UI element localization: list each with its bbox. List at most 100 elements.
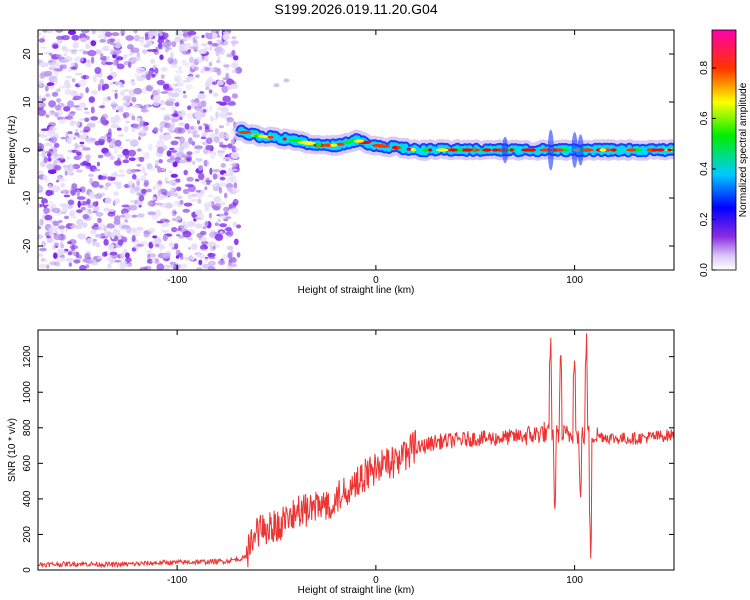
- ridge-hotspot: [492, 148, 499, 152]
- noise-blob: [104, 185, 109, 191]
- noise-blob: [222, 254, 228, 261]
- y-tick-label: 800: [22, 419, 33, 436]
- noise-blob: [59, 177, 65, 181]
- noise-blob: [38, 38, 45, 43]
- noise-blob: [175, 255, 180, 259]
- noise-blob: [65, 115, 74, 120]
- noise-blob: [116, 154, 125, 158]
- noise-blob: [137, 213, 145, 218]
- ridge-hotspot: [237, 130, 252, 134]
- noise-blob: [134, 73, 140, 77]
- noise-blob: [111, 89, 116, 93]
- noise-blob: [124, 219, 129, 223]
- noise-blob: [56, 88, 61, 92]
- noise-blob: [230, 151, 240, 160]
- noise-blob: [66, 156, 70, 160]
- y-tick-label: 10: [22, 96, 33, 108]
- noise-blob: [85, 162, 92, 169]
- noise-blob: [106, 38, 114, 45]
- noise-blob: [117, 134, 124, 137]
- noise-blob: [154, 67, 159, 74]
- noise-blob: [233, 199, 240, 204]
- noise-blob: [227, 143, 233, 149]
- ridge-hotspot: [625, 148, 637, 152]
- noise-blob: [216, 101, 223, 104]
- noise-blob: [200, 100, 207, 108]
- noise-blob: [231, 69, 238, 74]
- noise-blob: [138, 204, 142, 208]
- noise-blob: [78, 149, 83, 153]
- noise-blob: [219, 212, 225, 219]
- noise-blob: [73, 105, 80, 108]
- noise-blob: [161, 168, 166, 171]
- noise-blob: [50, 69, 58, 73]
- noise-blob: [139, 266, 149, 270]
- noise-blob: [122, 111, 130, 118]
- noise-blob: [156, 88, 160, 96]
- noise-blob: [206, 182, 211, 185]
- noise-blob: [196, 157, 203, 163]
- noise-blob: [76, 120, 80, 127]
- noise-blob: [73, 259, 81, 264]
- noise-blob: [69, 211, 75, 217]
- noise-blob: [130, 47, 140, 53]
- noise-blob: [236, 252, 241, 258]
- spectrogram-y-ticks: -20 -10 0 10 20: [22, 48, 674, 253]
- noise-blob: [53, 234, 62, 241]
- noise-blob: [185, 42, 192, 48]
- y-tick-label: 1200: [22, 345, 33, 368]
- noise-blob: [48, 226, 58, 233]
- noise-blob: [146, 188, 152, 193]
- spectrogram-x-ticks: -100 0 100: [167, 30, 583, 286]
- noise-blob: [140, 39, 144, 46]
- noise-blob: [90, 40, 97, 47]
- noise-blob: [225, 72, 229, 79]
- noise-blob: [88, 208, 92, 215]
- noise-blob: [158, 159, 163, 164]
- noise-blob: [43, 207, 50, 215]
- noise-blob: [48, 100, 56, 108]
- noise-blob: [123, 95, 133, 99]
- noise-blob: [89, 191, 95, 199]
- noise-blob: [160, 67, 168, 72]
- noise-blob: [84, 207, 89, 214]
- ridge-spike: [571, 132, 578, 168]
- noise-blob: [131, 127, 135, 133]
- noise-blob: [211, 81, 218, 85]
- noise-blob: [194, 216, 198, 220]
- noise-blob: [204, 67, 211, 71]
- noise-blob: [67, 251, 73, 256]
- noise-blob: [204, 55, 209, 63]
- noise-blob: [200, 230, 207, 236]
- noise-blob: [208, 47, 213, 51]
- noise-blob: [114, 259, 122, 263]
- ridge-hotspot: [330, 143, 338, 147]
- noise-blob: [143, 152, 151, 160]
- noise-blob: [82, 213, 90, 220]
- ridge-hotspot: [410, 148, 416, 152]
- x-tick-label: 0: [373, 575, 379, 586]
- noise-blob: [84, 117, 90, 122]
- noise-blob: [93, 223, 99, 227]
- noise-blob: [201, 43, 208, 47]
- noise-blob: [72, 95, 82, 101]
- noise-blob: [156, 79, 165, 86]
- noise-blob: [223, 206, 230, 212]
- noise-blob: [50, 85, 55, 90]
- noise-blob: [77, 223, 81, 228]
- noise-blob: [205, 145, 213, 151]
- noise-blob: [167, 57, 174, 64]
- noise-blob: [124, 152, 130, 160]
- noise-blob: [52, 44, 59, 49]
- noise-blob: [113, 198, 121, 205]
- noise-blob: [168, 170, 173, 175]
- noise-blob: [160, 99, 165, 106]
- noise-blob: [204, 206, 211, 212]
- noise-blob: [116, 38, 121, 44]
- noise-blob: [109, 82, 114, 86]
- noise-blob: [232, 179, 239, 183]
- noise-blob: [174, 243, 179, 250]
- noise-blob: [78, 79, 87, 87]
- noise-blob: [109, 155, 115, 161]
- noise-blob: [169, 147, 175, 151]
